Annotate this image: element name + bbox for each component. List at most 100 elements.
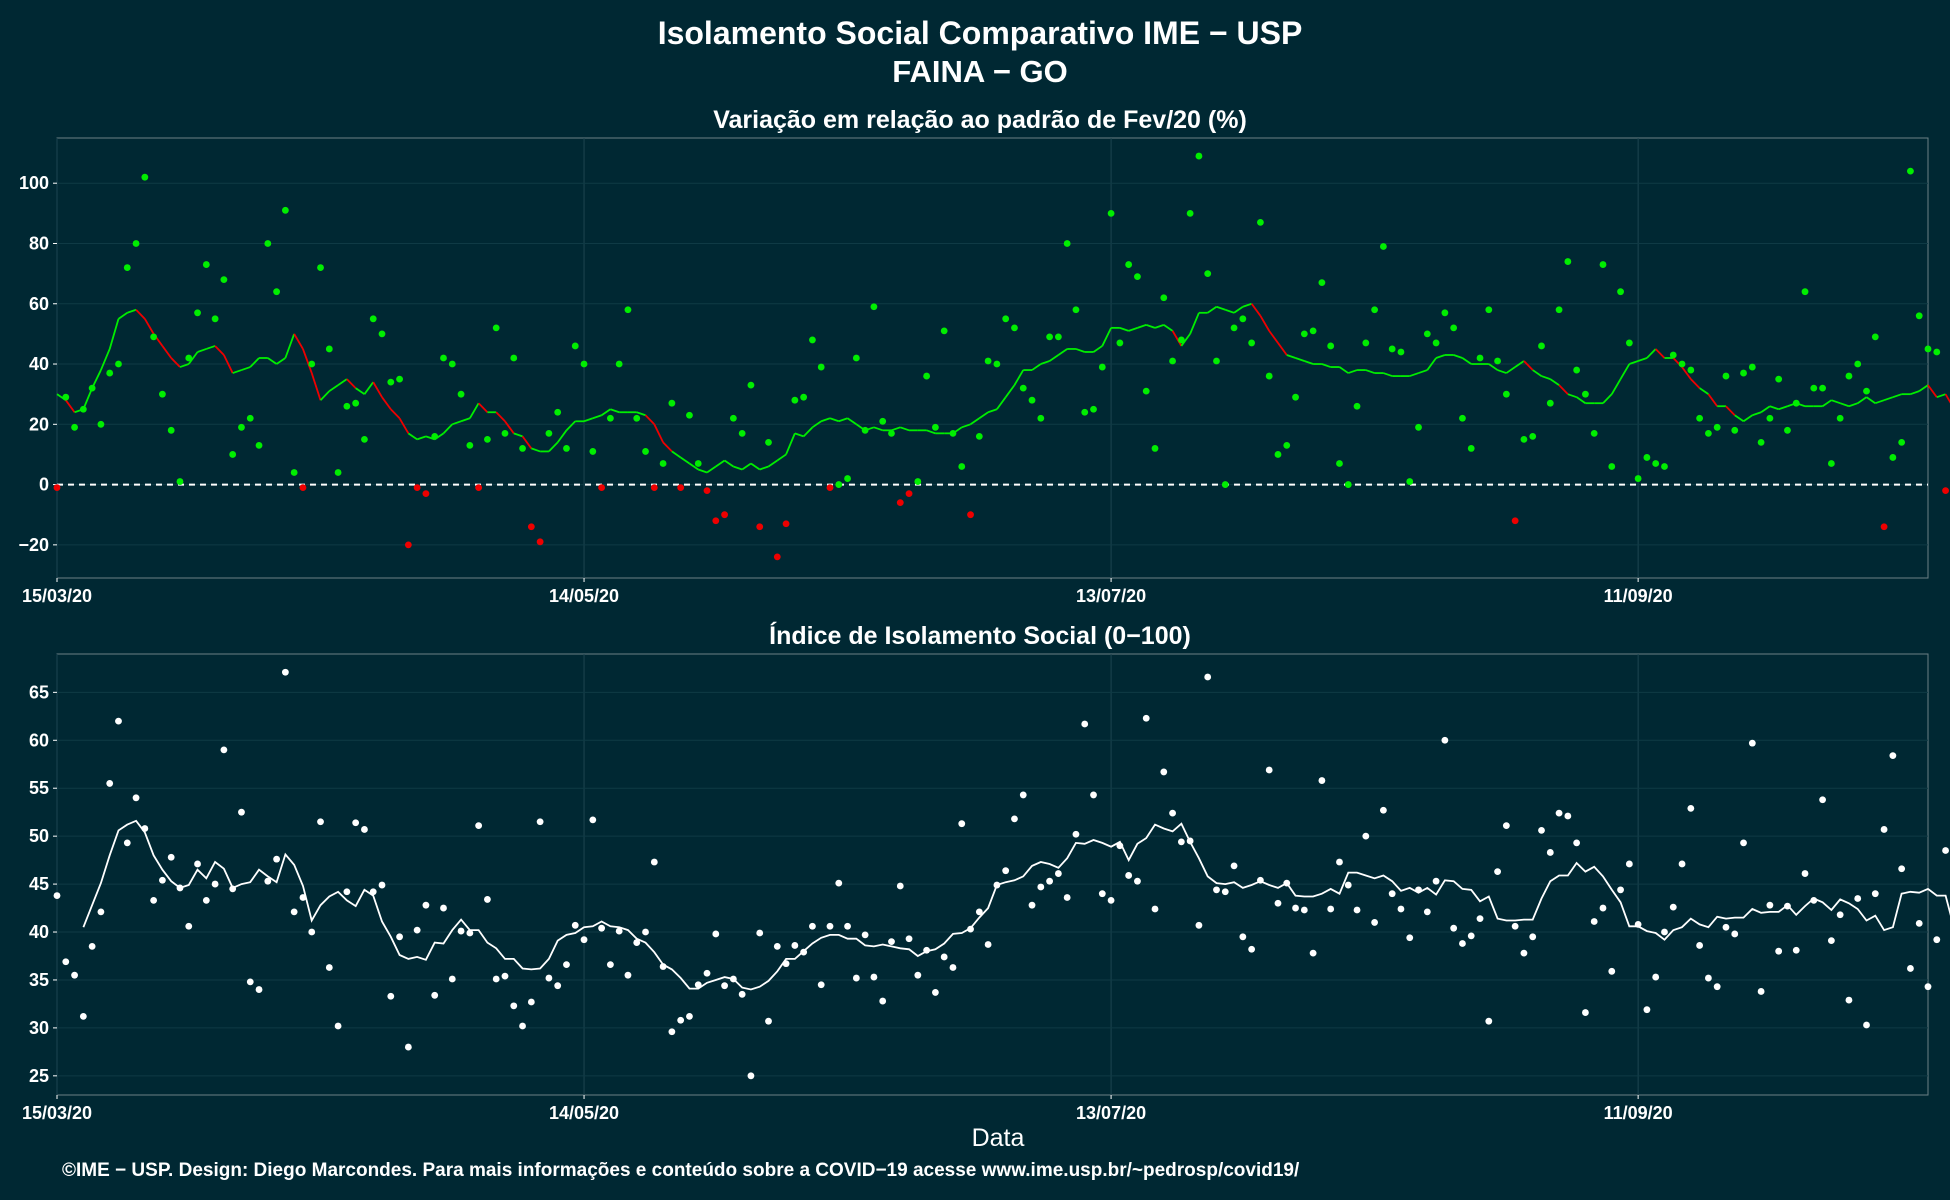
moving-average-segment (363, 381, 374, 395)
data-point (624, 306, 632, 314)
data-point (1476, 915, 1484, 922)
data-point (1028, 901, 1036, 909)
moving-average-segment (1347, 369, 1358, 374)
data-point (141, 173, 149, 181)
data-point (413, 484, 421, 491)
data-point (1397, 905, 1405, 913)
moving-average-segment (776, 453, 787, 462)
data-point (1344, 881, 1352, 889)
data-point (598, 924, 606, 932)
data-point (1090, 405, 1097, 413)
y-tick-label: 35 (29, 970, 49, 990)
data-point (1274, 451, 1282, 458)
data-point (1125, 261, 1133, 268)
data-point (457, 390, 465, 398)
data-point (975, 432, 983, 440)
data-point (1134, 877, 1141, 885)
data-point (1142, 387, 1150, 395)
moving-average-segment (1778, 405, 1788, 411)
data-point (905, 490, 913, 498)
data-point (1423, 330, 1431, 338)
moving-average-segment (811, 420, 822, 429)
data-point (606, 414, 614, 422)
y-tick-label: 30 (29, 1018, 49, 1038)
data-point (809, 922, 816, 930)
moving-average-segment (267, 357, 278, 365)
moving-average-segment (750, 462, 761, 471)
moving-average-segment (1119, 327, 1129, 332)
data-point (1169, 357, 1176, 365)
moving-average-segment (1259, 315, 1270, 332)
data-point (580, 936, 588, 944)
data-point (844, 922, 851, 930)
data-point (369, 888, 377, 896)
moving-average-segment (179, 363, 190, 368)
data-point (1195, 152, 1203, 160)
data-point (905, 935, 913, 943)
data-point (940, 953, 948, 961)
moving-average-segment (293, 333, 304, 350)
data-point (1371, 919, 1379, 926)
data-point (633, 414, 641, 422)
data-point (1792, 399, 1800, 407)
y-tick-label: 45 (29, 874, 49, 894)
data-point (1599, 904, 1607, 912)
data-point (1836, 911, 1844, 919)
moving-average-segment (117, 312, 128, 320)
moving-average-segment (521, 435, 533, 449)
data-point (132, 240, 140, 247)
moving-average-segment (1927, 384, 1938, 398)
data-point (949, 429, 957, 437)
data-point (844, 475, 851, 482)
data-point (492, 975, 500, 983)
data-point (1037, 414, 1045, 422)
data-point (545, 974, 553, 982)
data-point (1459, 414, 1466, 422)
moving-average-segment (1321, 363, 1331, 368)
moving-average-segment (1822, 399, 1832, 407)
data-point (1362, 832, 1370, 840)
data-point (1907, 965, 1914, 972)
moving-average-segment (1004, 384, 1016, 398)
data-point (1643, 1006, 1651, 1014)
data-point (1634, 475, 1642, 482)
data-point (1450, 324, 1458, 332)
data-point (536, 538, 544, 546)
moving-average-segment (926, 429, 936, 435)
data-point (1292, 393, 1299, 401)
data-point (229, 885, 237, 893)
data-point (352, 819, 360, 827)
data-point (633, 939, 641, 946)
data-point (1318, 777, 1326, 784)
data-point (1678, 860, 1686, 868)
data-point (1274, 899, 1282, 907)
data-point (1845, 372, 1853, 380)
data-point (484, 435, 491, 443)
data-point (958, 820, 966, 828)
data-point (1072, 830, 1080, 838)
moving-average-segment (1725, 405, 1736, 416)
data-point (1098, 363, 1106, 371)
data-point (545, 429, 553, 437)
data-point (1379, 243, 1387, 250)
data-point (1907, 167, 1914, 175)
moving-average-segment (1892, 393, 1902, 399)
moving-average-segment (249, 357, 260, 368)
data-point (1028, 396, 1036, 404)
moving-average-segment (1831, 399, 1841, 405)
moving-average-segment (1216, 305, 1226, 311)
data-point (299, 894, 307, 901)
data-point (475, 822, 483, 830)
data-point (993, 360, 1001, 368)
data-point (888, 429, 895, 437)
data-point (1933, 348, 1941, 356)
data-point (325, 964, 333, 971)
data-point (1336, 460, 1343, 467)
moving-average-segment (100, 348, 111, 371)
data-point (1107, 896, 1115, 904)
data-point (1072, 306, 1080, 314)
data-point (1652, 460, 1660, 467)
data-point (835, 481, 843, 488)
